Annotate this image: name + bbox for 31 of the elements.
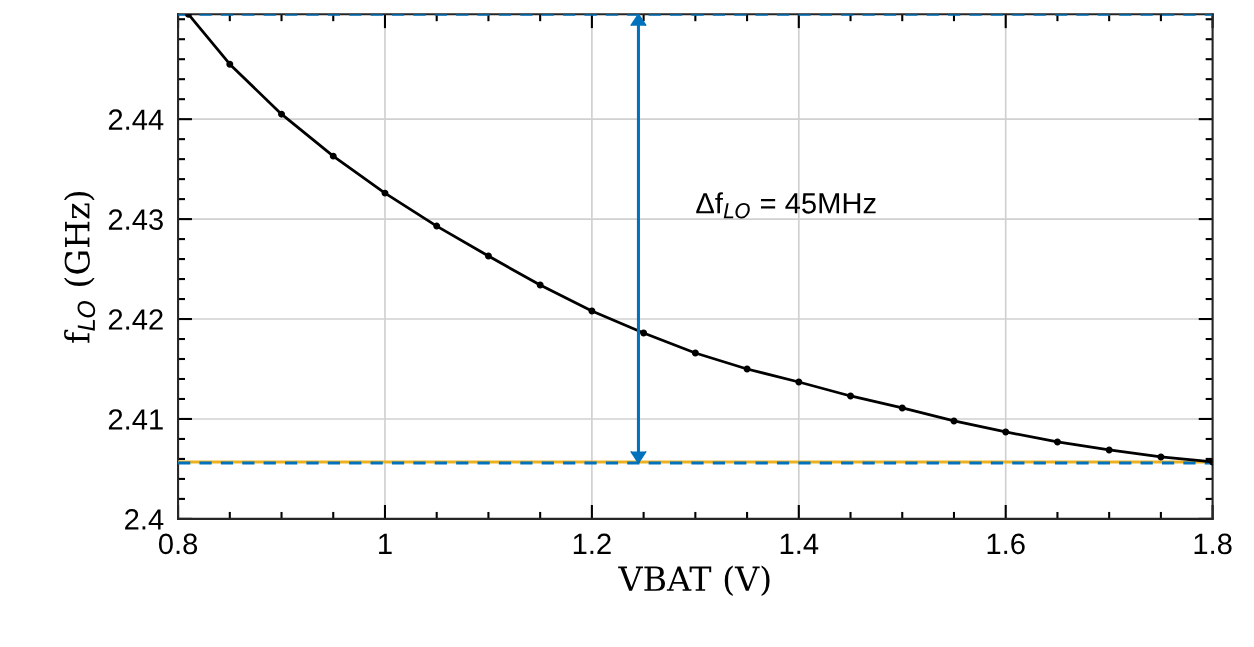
- point: [381, 189, 389, 197]
- annotation: Δf$_{LO}$ = 45MHz: [696, 192, 876, 219]
- y-tick-label: 2.41: [108, 409, 163, 430]
- point: [847, 392, 854, 400]
- x-tick-label: 1.8: [1194, 533, 1232, 555]
- point: [536, 281, 544, 289]
- point: [226, 60, 234, 68]
- point: [1105, 446, 1113, 454]
- point: [1053, 438, 1061, 446]
- y-tick-label: 2.43: [108, 209, 163, 230]
- point: [1157, 453, 1165, 461]
- x-tick-label: 1.2: [573, 533, 611, 554]
- point: [691, 349, 699, 357]
- y-tick-label: 2.4: [125, 509, 164, 530]
- point: [640, 329, 648, 337]
- y-tick-label: 2.44: [108, 109, 164, 130]
- y-tick-label: 2.42: [108, 309, 163, 330]
- x-tick-label: 1: [379, 533, 392, 554]
- point: [484, 252, 492, 260]
- x-axis-title: VBAT (V): [618, 565, 770, 597]
- y-axis-title: f$_{LO}$ (GHz): [64, 191, 96, 343]
- point: [1002, 428, 1010, 436]
- point: [433, 222, 441, 230]
- point: [795, 378, 803, 386]
- x-tick-label: 0.8: [158, 533, 198, 555]
- point: [329, 152, 337, 160]
- point: [588, 307, 596, 315]
- x-tick-label: 1.6: [987, 533, 1025, 555]
- point: [278, 110, 285, 118]
- x-tick-label: 1.4: [780, 533, 819, 554]
- point: [898, 404, 906, 412]
